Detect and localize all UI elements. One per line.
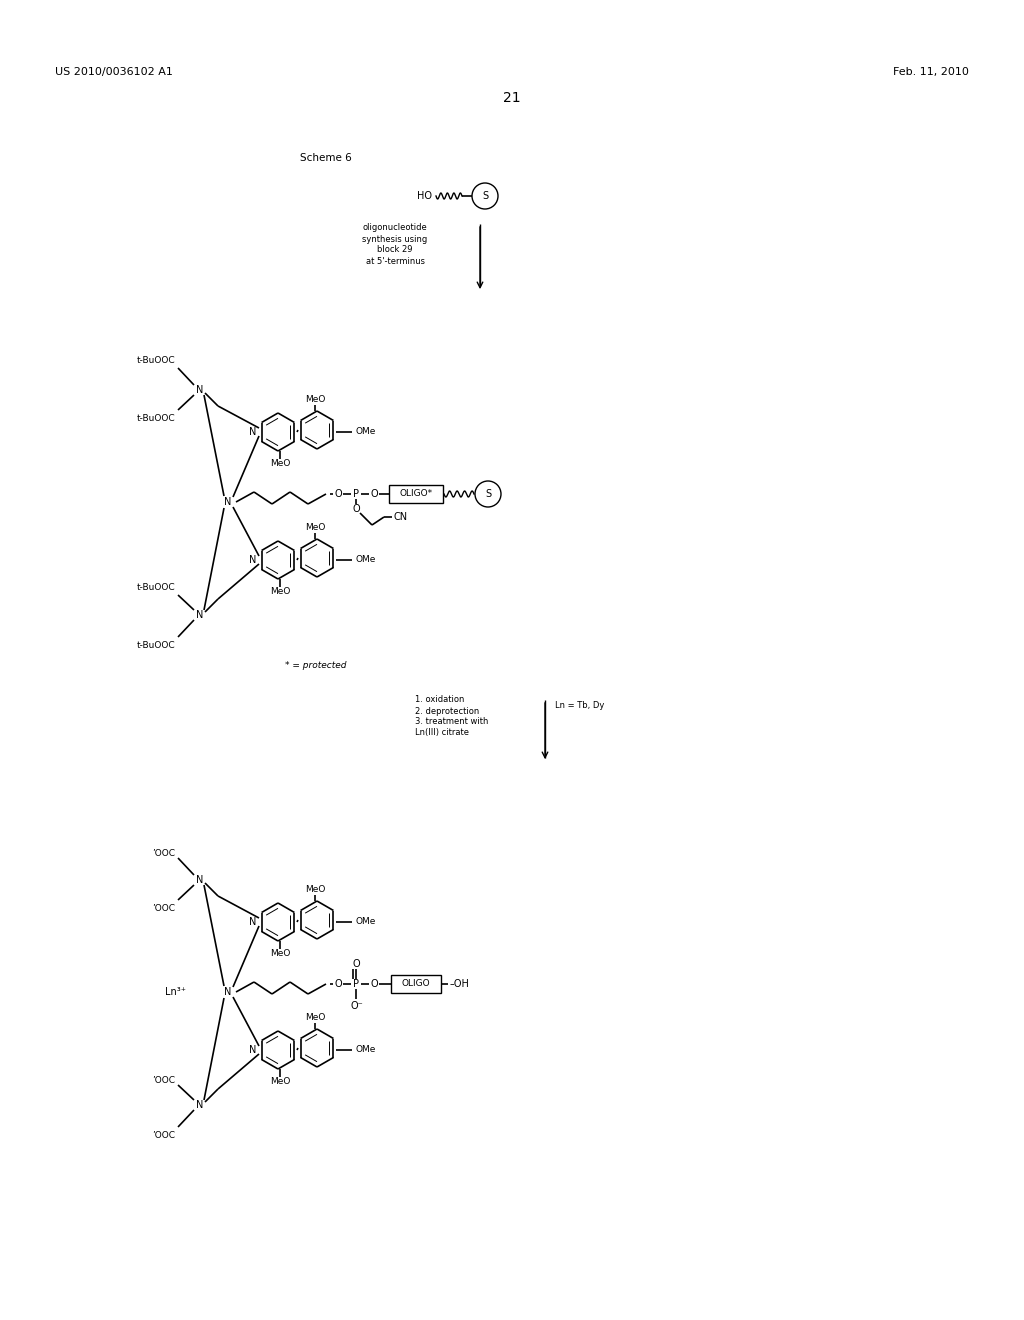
Text: 3. treatment with: 3. treatment with [415,718,488,726]
Text: Ln(III) citrate: Ln(III) citrate [415,729,469,738]
Text: N: N [197,875,204,884]
Text: S: S [482,191,488,201]
Text: oligonucleotide: oligonucleotide [362,223,427,232]
Text: P: P [353,488,359,499]
Text: N: N [249,554,257,565]
Text: O: O [334,979,342,989]
Text: t-BuOOC: t-BuOOC [136,583,175,591]
Text: ’OOC: ’OOC [152,904,175,913]
Text: S: S [485,488,492,499]
Text: OMe: OMe [356,428,377,437]
Text: OLIGO*: OLIGO* [399,490,432,499]
Text: ’OOC: ’OOC [152,849,175,858]
Text: O: O [371,488,378,499]
Text: CN: CN [394,512,409,521]
Text: N: N [197,385,204,395]
Text: O: O [352,960,359,969]
Text: MeO: MeO [269,949,290,957]
Text: N: N [249,917,257,927]
Text: 2. deprotection: 2. deprotection [415,706,479,715]
Text: N: N [249,426,257,437]
Text: ’OOC: ’OOC [152,1131,175,1140]
Text: MeO: MeO [305,884,326,894]
Text: t-BuOOC: t-BuOOC [136,642,175,649]
Text: 1. oxidation: 1. oxidation [415,696,464,705]
Text: –OH: –OH [450,979,470,989]
Text: MeO: MeO [305,523,326,532]
Text: t-BuOOC: t-BuOOC [136,414,175,422]
Text: N: N [224,987,231,997]
Text: t-BuOOC: t-BuOOC [136,356,175,366]
Text: Scheme 6: Scheme 6 [300,153,352,162]
Text: O: O [334,488,342,499]
Text: Feb. 11, 2010: Feb. 11, 2010 [893,67,969,77]
Text: N: N [249,1045,257,1055]
Text: MeO: MeO [305,395,326,404]
Text: synthesis using: synthesis using [362,235,428,243]
Text: MeO: MeO [269,1077,290,1085]
Text: N: N [197,610,204,620]
Text: OMe: OMe [356,556,377,565]
Text: block 29: block 29 [377,246,413,255]
Text: N: N [197,1100,204,1110]
Text: ’OOC: ’OOC [152,1076,175,1085]
Text: O: O [352,504,359,513]
Text: US 2010/0036102 A1: US 2010/0036102 A1 [55,67,173,77]
Text: OMe: OMe [356,1045,377,1055]
Text: Ln³⁺: Ln³⁺ [165,987,186,997]
Text: * = protected: * = protected [285,660,346,669]
Text: MeO: MeO [269,586,290,595]
Text: O⁻: O⁻ [350,1001,364,1011]
Text: OMe: OMe [356,917,377,927]
Text: N: N [224,498,231,507]
Text: OLIGO: OLIGO [401,979,430,989]
Text: Ln = Tb, Dy: Ln = Tb, Dy [555,701,604,710]
Text: 21: 21 [503,91,521,106]
Text: HO: HO [417,191,432,201]
Text: P: P [353,979,359,989]
Text: MeO: MeO [269,458,290,467]
Text: at 5'-terminus: at 5'-terminus [366,256,425,265]
Text: MeO: MeO [305,1012,326,1022]
Text: O: O [371,979,378,989]
